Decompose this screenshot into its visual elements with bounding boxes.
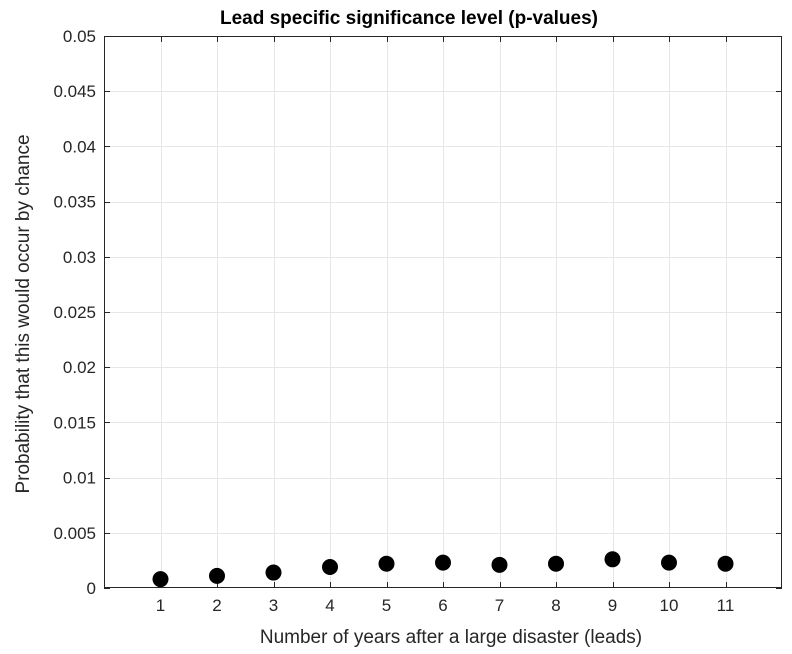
y-tick-label: 0.015 <box>53 413 96 432</box>
y-tick-label: 0.02 <box>63 358 96 377</box>
data-point <box>661 554 677 571</box>
x-tick-label: 7 <box>495 596 504 615</box>
x-tick-labels: 1 2 3 4 5 6 7 8 9 10 11 <box>156 596 735 615</box>
data-point <box>322 559 338 576</box>
x-tick-label: 5 <box>382 596 391 615</box>
grid-lines <box>104 36 782 588</box>
x-tick-label: 4 <box>325 596 334 615</box>
y-tick-label: 0.035 <box>53 193 96 212</box>
y-tick-label: 0.03 <box>63 248 96 267</box>
chart-title: Lead specific significance level (p-valu… <box>220 8 598 29</box>
x-tick-label: 10 <box>660 596 679 615</box>
data-point <box>265 564 282 581</box>
data-point <box>152 571 169 588</box>
x-tick-label: 2 <box>212 596 221 615</box>
y-tick-label: 0.005 <box>53 524 96 543</box>
y-tick-labels: 0 0.005 0.01 0.015 0.02 0.025 0.03 0.035 0.04 0.0… <box>53 27 96 598</box>
data-point <box>435 554 451 571</box>
x-tick-label: 11 <box>717 596 735 615</box>
x-tick-label: 8 <box>551 596 560 615</box>
data-point <box>209 567 225 584</box>
x-axis-title: Number of years after a large disaster (… <box>260 627 642 648</box>
y-tick-label: 0.01 <box>63 469 96 488</box>
y-tick-label: 0.025 <box>53 303 96 322</box>
data-point <box>604 551 621 568</box>
x-tick-label: 3 <box>269 596 278 615</box>
x-tick-label: 9 <box>608 596 617 615</box>
data-point <box>717 555 734 572</box>
data-point <box>491 556 508 573</box>
y-axis-title: Probability that this would occur by cha… <box>13 134 34 493</box>
axis-ticks <box>104 36 782 589</box>
x-tick-label: 6 <box>438 596 447 615</box>
y-tick-label: 0 <box>87 579 96 598</box>
x-tick-label: 1 <box>156 596 165 615</box>
y-tick-label: 0.045 <box>53 82 96 101</box>
data-point <box>378 555 395 572</box>
data-point <box>548 555 564 572</box>
data-points <box>152 551 734 588</box>
y-tick-label: 0.05 <box>63 27 96 46</box>
y-tick-label: 0.04 <box>63 137 96 156</box>
